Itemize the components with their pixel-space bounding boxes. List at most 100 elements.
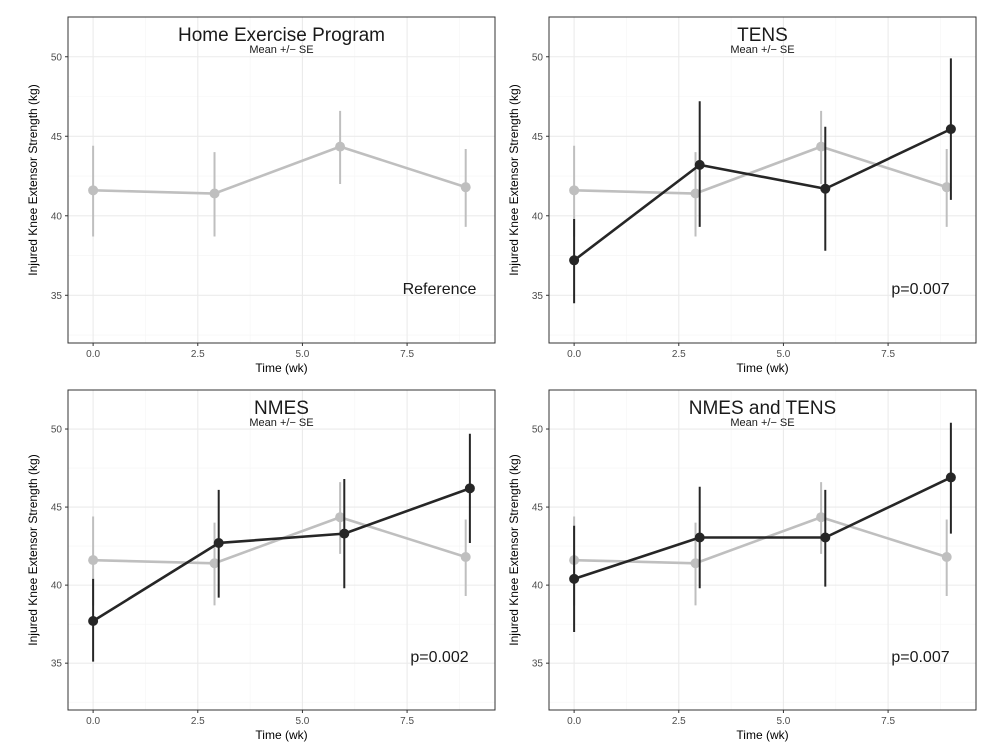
x-tick-label: 5.0 [776,349,790,360]
panel-subtitle: Mean +/− SE [730,44,794,56]
series-line [574,515,948,565]
y-tick-label: 35 [51,291,63,302]
data-point [820,532,831,543]
data-point [209,558,220,569]
y-axis-title: Injured Knee Extensor Strength (kg) [507,454,521,645]
data-point [88,185,99,196]
y-axis-title: Injured Knee Extensor Strength (kg) [507,84,521,275]
x-tick-label: 0.0 [86,716,100,727]
data-point [945,124,956,135]
data-point [816,141,827,152]
data-point [335,141,346,152]
y-tick-label: 40 [532,211,544,222]
x-tick-label: 5.0 [295,716,309,727]
data-point [460,552,471,563]
series-1 [88,482,471,606]
panel-border [548,389,977,711]
data-point [88,616,99,627]
y-tick-label: 35 [51,659,63,670]
series-line [573,127,952,262]
y-tick-label: 45 [532,132,544,143]
x-tick-label: 5.0 [776,716,790,727]
panel-subtitle: Mean +/− SE [249,417,313,429]
panel-border [67,389,496,711]
x-axis-title: Time (wk) [255,728,307,742]
panel-subtitle: Mean +/− SE [249,44,313,56]
data-point [569,573,580,584]
y-tick-label: 35 [532,291,544,302]
x-tick-label: 7.5 [400,349,414,360]
x-tick-label: 7.5 [881,349,895,360]
panel-2: 0.0 2.5 5.0 7.5 35 40 45 50 Time (wk) Injured Kne… [507,16,977,375]
y-tick-label: 45 [51,132,63,143]
series-line [93,515,467,565]
y-tick-label: 50 [51,425,63,436]
x-axis-title: Time (wk) [736,728,788,742]
data-point [694,532,705,543]
y-tick-label: 40 [532,581,544,592]
data-point [941,552,952,563]
series-2 [88,433,475,662]
panel-background [67,389,496,711]
data-point [690,558,701,569]
data-point [694,159,705,170]
data-point [464,483,475,494]
data-point [690,188,701,199]
panel-3: 0.0 2.5 5.0 7.5 35 40 45 50 Time (wk) Injured Kne… [26,389,496,742]
y-axis-title: Injured Knee Extensor Strength (kg) [26,454,40,645]
x-axis-title: Time (wk) [736,361,788,375]
panel-background [67,16,496,344]
y-tick-label: 50 [51,52,63,63]
panel-subtitle: Mean +/− SE [730,417,794,429]
data-point [209,188,220,199]
x-tick-label: 2.5 [672,716,686,727]
series-line [574,145,948,195]
data-point [816,512,827,523]
y-tick-label: 35 [532,659,544,670]
panel-border [67,16,496,344]
data-point [945,472,956,483]
y-tick-label: 40 [51,581,63,592]
data-point [460,182,471,193]
series-1 [88,110,471,237]
y-tick-label: 40 [51,211,63,222]
y-axis-title: Injured Knee Extensor Strength (kg) [26,84,40,275]
panel-annotation: Reference [403,281,477,298]
series-line [93,145,467,195]
x-axis-title: Time (wk) [255,361,307,375]
x-tick-label: 5.0 [295,349,309,360]
panel-annotation: p=0.007 [891,281,949,298]
panel-background [548,389,977,711]
data-point [88,555,99,566]
panel-border [548,16,977,344]
panel-4: 0.0 2.5 5.0 7.5 35 40 45 50 Time (wk) Injured Kne… [507,389,977,742]
panel-annotation: p=0.007 [891,649,949,666]
y-tick-label: 50 [532,52,544,63]
panel-title: NMES [254,398,309,419]
y-tick-label: 50 [532,425,544,436]
data-point [569,255,580,266]
panel-1: 0.0 2.5 5.0 7.5 35 40 45 50 Time (wk) Injured Kne… [26,16,496,375]
data-point [335,512,346,523]
series-2 [569,58,956,304]
series-line [92,487,471,623]
y-tick-label: 45 [51,503,63,514]
x-tick-label: 2.5 [191,349,205,360]
x-tick-label: 0.0 [567,349,581,360]
x-tick-label: 7.5 [881,716,895,727]
x-tick-label: 2.5 [191,716,205,727]
x-tick-label: 7.5 [400,716,414,727]
series-2 [569,422,956,632]
x-tick-label: 0.0 [86,349,100,360]
panel-title: NMES and TENS [689,398,836,419]
data-point [339,528,350,539]
series-line [573,476,952,581]
data-point [820,183,831,194]
y-tick-label: 45 [532,503,544,514]
data-point [941,182,952,193]
x-tick-label: 2.5 [672,349,686,360]
panel-annotation: p=0.002 [410,649,468,666]
data-point [569,185,580,196]
